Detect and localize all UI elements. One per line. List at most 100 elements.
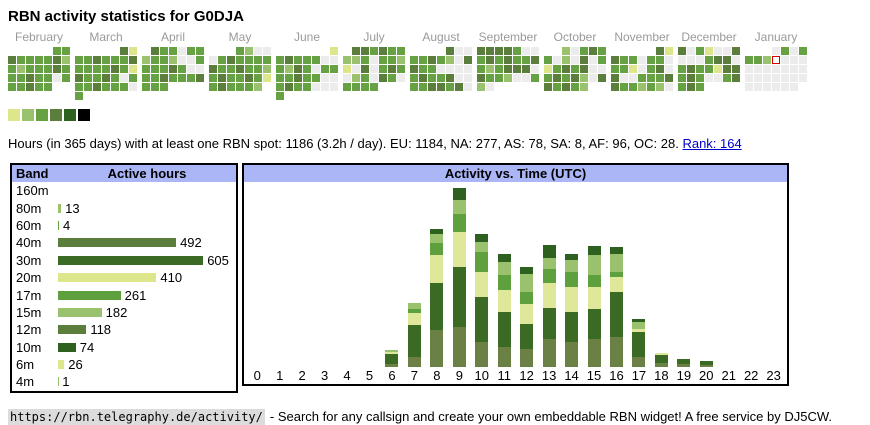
bar-segment-20m xyxy=(588,287,601,309)
heatmap-cell xyxy=(486,83,494,91)
heatmap-cell xyxy=(169,47,177,55)
bar-segment-40m xyxy=(385,364,398,367)
time-chart-plot xyxy=(244,182,787,367)
heatmap-legend xyxy=(0,100,870,121)
heatmap-cell xyxy=(513,74,521,82)
heatmap-cell xyxy=(571,83,579,91)
heatmap-cell xyxy=(799,56,807,64)
heatmap-cell xyxy=(245,83,253,91)
hour-slot xyxy=(740,182,762,367)
bar-segment-40m xyxy=(543,339,556,367)
bar-segment-30m xyxy=(588,309,601,339)
week-row xyxy=(477,65,539,73)
week-row xyxy=(611,65,673,73)
hour-slot xyxy=(358,182,380,367)
band-hours-value: 74 xyxy=(80,340,94,355)
heatmap-cell xyxy=(486,74,494,82)
band-hours-value: 492 xyxy=(180,235,202,250)
week-row xyxy=(410,65,472,73)
heatmap-cell xyxy=(75,56,83,64)
heatmap-cell xyxy=(294,83,302,91)
heatmap-cell xyxy=(370,56,378,64)
heatmap-month: November xyxy=(611,30,673,100)
heatmap-cell xyxy=(620,56,628,64)
heatmap-cell xyxy=(410,83,418,91)
band-bar xyxy=(58,325,86,334)
heatmap-cell xyxy=(705,56,713,64)
bar-segment-30m xyxy=(475,297,488,342)
heatmap-cell xyxy=(714,56,722,64)
month-grid xyxy=(142,47,204,91)
heatmap-cell xyxy=(544,83,552,91)
hour-slot xyxy=(246,182,268,367)
heatmap-cell xyxy=(196,56,204,64)
bar-segment-40m xyxy=(475,342,488,367)
heatmap-cell xyxy=(598,56,606,64)
heatmap-cell xyxy=(714,74,722,82)
heatmap-cell xyxy=(160,83,168,91)
bar-segment-30m xyxy=(543,308,556,339)
heatmap-cell xyxy=(531,56,539,64)
heatmap-cell xyxy=(84,83,92,91)
week-row xyxy=(410,83,472,91)
bar-segment-20m xyxy=(565,287,578,312)
bar-segment-30m xyxy=(632,332,645,357)
hour-slot xyxy=(291,182,313,367)
heatmap-cell xyxy=(62,74,70,82)
heatmap-cell xyxy=(419,56,427,64)
heatmap-cell xyxy=(75,74,83,82)
week-row xyxy=(477,56,539,64)
week-row xyxy=(544,74,606,82)
heatmap-cell xyxy=(218,83,226,91)
month-label: January xyxy=(745,30,807,47)
heatmap-cell xyxy=(611,56,619,64)
hour-label: 20 xyxy=(695,368,717,383)
hour-bar-stack xyxy=(453,188,466,367)
band-bar xyxy=(58,291,121,300)
heatmap-cell xyxy=(544,56,552,64)
hour-label: 17 xyxy=(628,368,650,383)
week-row xyxy=(611,56,673,64)
heatmap-cell xyxy=(763,65,771,73)
hour-slot xyxy=(718,182,740,367)
heatmap-cell xyxy=(723,47,731,55)
bar-segment-40m xyxy=(565,342,578,367)
heatmap-cell xyxy=(486,56,494,64)
heatmap-month: May xyxy=(209,30,271,100)
heatmap-cell xyxy=(799,47,807,55)
hour-label: 16 xyxy=(605,368,627,383)
heatmap-cell xyxy=(236,65,244,73)
month-label: September xyxy=(477,30,539,47)
heatmap-cell xyxy=(446,65,454,73)
heatmap-cell xyxy=(26,83,34,91)
rank-link[interactable]: Rank: 164 xyxy=(682,136,741,151)
month-label: May xyxy=(209,30,271,47)
heatmap-cell xyxy=(410,65,418,73)
time-chart-header: Activity vs. Time (UTC) xyxy=(244,165,787,182)
hour-label: 3 xyxy=(313,368,335,383)
heatmap-cell xyxy=(111,83,119,91)
month-label: December xyxy=(678,30,740,47)
legend-swatch xyxy=(64,109,76,121)
heatmap-cell xyxy=(522,74,530,82)
heatmap-cell xyxy=(562,83,570,91)
heatmap-cell xyxy=(781,74,789,82)
heatmap-cell xyxy=(446,56,454,64)
heatmap-cell xyxy=(732,65,740,73)
week-row xyxy=(75,56,137,64)
heatmap-cell xyxy=(352,47,360,55)
heatmap-cell xyxy=(665,83,673,91)
heatmap-cell xyxy=(388,47,396,55)
month-grid xyxy=(611,47,673,91)
heatmap-cell xyxy=(120,65,128,73)
footer: https://rbn.telegraphy.de/activity/- Sea… xyxy=(0,393,870,424)
heatmap-cell xyxy=(705,74,713,82)
legend-swatch xyxy=(78,109,90,121)
heatmap-cell xyxy=(321,83,329,91)
band-label: 4m xyxy=(12,374,58,389)
heatmap-cell xyxy=(352,56,360,64)
